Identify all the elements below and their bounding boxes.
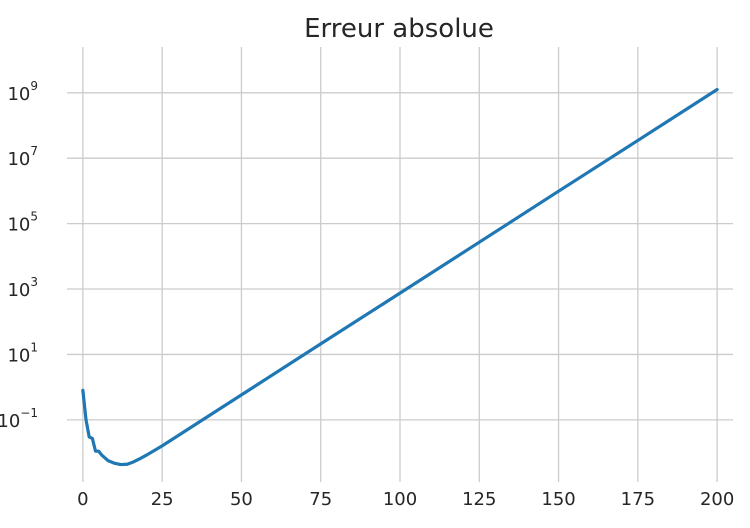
y-tick-label: 105 <box>7 210 38 236</box>
x-tick-label: 125 <box>462 489 496 510</box>
x-tick-label: 150 <box>541 489 575 510</box>
x-tick-label: 200 <box>700 489 734 510</box>
y-tick-label: 101 <box>7 340 38 366</box>
x-axis-ticks: 0 25 50 75 100 125 150 175 200 <box>77 489 734 510</box>
x-tick-label: 100 <box>383 489 417 510</box>
x-gridlines <box>82 47 718 482</box>
y-tick-label: 103 <box>7 275 38 301</box>
y-tick-label: 107 <box>7 144 38 170</box>
y-axis-ticks: 10−1 101 103 105 107 109 <box>0 79 38 432</box>
series-line <box>81 87 719 467</box>
x-tick-label: 75 <box>309 489 332 510</box>
x-tick-label: 50 <box>230 489 253 510</box>
y-tick-label: 10−1 <box>0 406 38 432</box>
x-tick-label: 25 <box>151 489 174 510</box>
x-tick-label: 175 <box>621 489 655 510</box>
chart-title: Erreur absolue <box>304 14 494 44</box>
series-group <box>81 87 719 467</box>
x-tick-label: 0 <box>77 489 88 510</box>
y-gridlines <box>67 92 733 421</box>
y-tick-label: 109 <box>7 79 38 105</box>
